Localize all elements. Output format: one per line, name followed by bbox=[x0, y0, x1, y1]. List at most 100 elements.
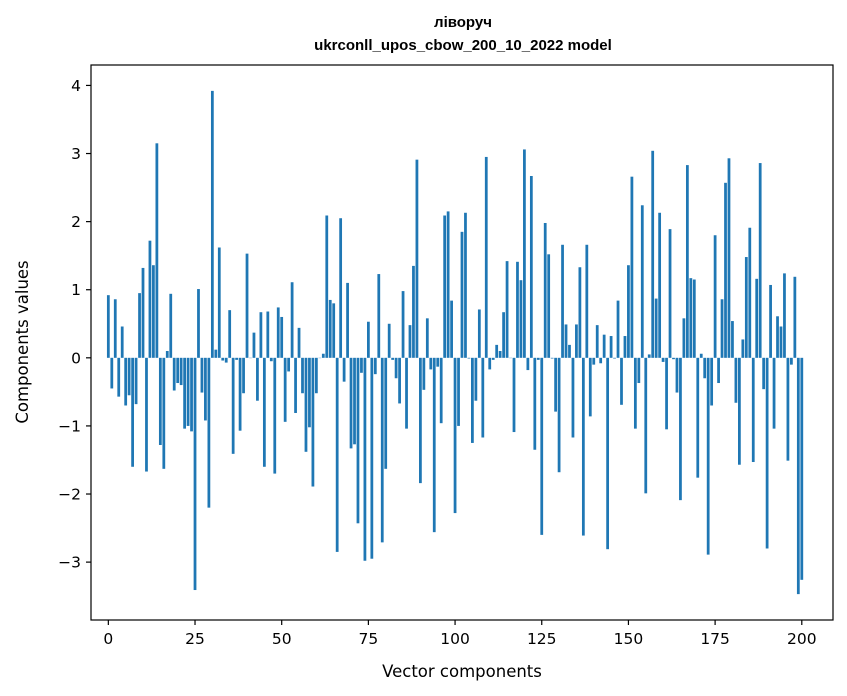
bar-94 bbox=[432, 357, 436, 533]
bar-102 bbox=[460, 231, 464, 358]
bar-190 bbox=[765, 357, 769, 549]
bar-27 bbox=[200, 357, 204, 393]
bar-16 bbox=[162, 357, 166, 469]
bar-20 bbox=[176, 357, 180, 384]
bar-191 bbox=[769, 284, 772, 358]
bar-13 bbox=[152, 265, 155, 358]
bar-22 bbox=[183, 357, 186, 429]
bar-62 bbox=[321, 353, 325, 358]
bar-73 bbox=[360, 357, 363, 373]
bar-133 bbox=[568, 344, 571, 358]
bar-144 bbox=[606, 357, 610, 550]
bar-128 bbox=[550, 357, 554, 359]
bar-60 bbox=[314, 357, 318, 394]
bar-110 bbox=[488, 357, 492, 370]
bar-149 bbox=[623, 336, 627, 358]
bar-90 bbox=[419, 357, 422, 484]
bar-80 bbox=[384, 357, 388, 469]
bar-195 bbox=[783, 273, 786, 358]
bar-113 bbox=[498, 351, 502, 358]
bar-59 bbox=[311, 357, 315, 487]
bar-129 bbox=[554, 357, 557, 412]
bar-42 bbox=[252, 332, 256, 358]
bar-0 bbox=[106, 295, 110, 358]
y-tick-label: −2 bbox=[58, 486, 81, 504]
bar-121 bbox=[526, 357, 530, 371]
bar-161 bbox=[665, 357, 668, 430]
bar-19 bbox=[172, 357, 176, 391]
bar-24 bbox=[190, 357, 193, 432]
bar-86 bbox=[405, 357, 408, 429]
bar-101 bbox=[457, 357, 460, 426]
bar-67 bbox=[339, 218, 343, 358]
bar-148 bbox=[620, 357, 623, 405]
bar-165 bbox=[679, 357, 682, 501]
bar-135 bbox=[575, 324, 578, 358]
bar-74 bbox=[363, 357, 367, 561]
bar-176 bbox=[717, 357, 720, 384]
bar-93 bbox=[429, 357, 433, 370]
bar-160 bbox=[661, 357, 665, 362]
bar-47 bbox=[269, 357, 273, 362]
bar-163 bbox=[672, 357, 675, 360]
bar-78 bbox=[377, 274, 381, 358]
bar-187 bbox=[755, 278, 759, 358]
y-axis-ticks: −3 −2 −1 0 1 2 3 4 bbox=[58, 77, 91, 572]
bar-200 bbox=[800, 357, 804, 580]
bar-89 bbox=[415, 159, 419, 358]
bar-70 bbox=[349, 357, 353, 449]
bar-118 bbox=[516, 261, 519, 358]
bar-35 bbox=[228, 310, 232, 358]
bar-194 bbox=[779, 326, 783, 358]
bar-117 bbox=[512, 357, 516, 433]
bar-196 bbox=[786, 357, 790, 461]
bar-122 bbox=[529, 176, 533, 358]
bar-99 bbox=[450, 300, 453, 358]
bar-198 bbox=[793, 276, 797, 358]
bar-179 bbox=[727, 158, 731, 358]
bar-84 bbox=[398, 357, 401, 404]
bar-166 bbox=[682, 318, 686, 358]
bar-108 bbox=[481, 357, 485, 438]
bar-171 bbox=[699, 353, 703, 358]
bar-137 bbox=[581, 357, 585, 536]
bar-25 bbox=[193, 357, 197, 591]
bar-136 bbox=[578, 267, 582, 358]
bar-63 bbox=[325, 215, 329, 358]
bar-54 bbox=[294, 357, 297, 413]
bar-58 bbox=[308, 357, 311, 428]
bar-152 bbox=[633, 357, 637, 429]
bar-111 bbox=[491, 357, 495, 360]
y-tick-label: −1 bbox=[58, 417, 81, 435]
bar-6 bbox=[127, 357, 131, 396]
bar-52 bbox=[287, 357, 291, 372]
x-tick-label: 100 bbox=[440, 630, 470, 648]
bar-132 bbox=[564, 324, 568, 358]
bar-87 bbox=[408, 325, 412, 358]
bar-146 bbox=[613, 357, 616, 359]
bar-69 bbox=[346, 282, 349, 358]
bar-96 bbox=[439, 357, 443, 424]
bar-168 bbox=[689, 278, 693, 358]
bar-31 bbox=[214, 349, 218, 358]
y-tick-label: −3 bbox=[58, 554, 81, 572]
bar-127 bbox=[547, 254, 551, 358]
bar-155 bbox=[644, 357, 648, 494]
bar-103 bbox=[464, 212, 467, 358]
bar-140 bbox=[592, 357, 596, 365]
bar-125 bbox=[540, 357, 544, 535]
bar-185 bbox=[748, 227, 752, 358]
bar-43 bbox=[256, 357, 259, 401]
bar-66 bbox=[335, 357, 339, 552]
bar-32 bbox=[217, 247, 221, 358]
bar-173 bbox=[706, 357, 710, 555]
y-tick-label: 1 bbox=[71, 281, 81, 299]
bar-38 bbox=[238, 357, 242, 431]
x-axis-label: Vector components bbox=[382, 662, 542, 681]
bar-164 bbox=[675, 357, 679, 393]
bar-143 bbox=[602, 334, 606, 358]
bar-114 bbox=[502, 312, 505, 358]
bar-79 bbox=[380, 357, 384, 543]
bar-150 bbox=[627, 265, 630, 358]
